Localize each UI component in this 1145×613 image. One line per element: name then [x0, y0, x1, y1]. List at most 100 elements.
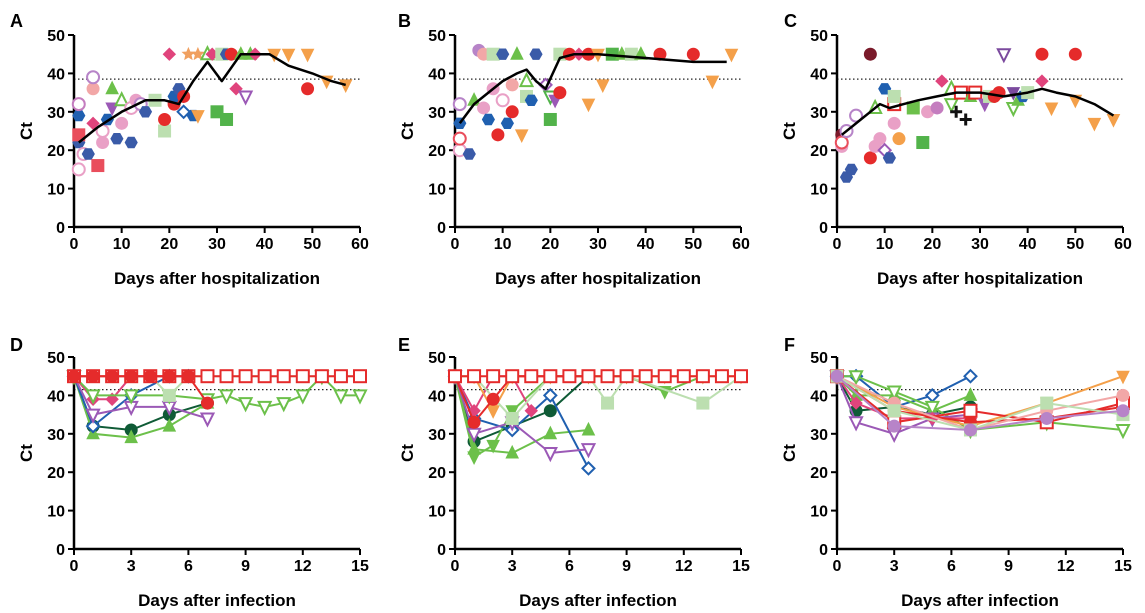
circle-marker [301, 82, 315, 96]
y-tick-label: 0 [819, 220, 828, 237]
x-axis-title: Days after infection [519, 591, 677, 610]
open-down-triangle-marker [218, 389, 235, 405]
open-square-marker [657, 369, 672, 384]
x-tick-label: 60 [351, 236, 369, 253]
square-marker [887, 89, 901, 103]
circle-marker [124, 369, 138, 383]
y-tick-label: 10 [810, 182, 828, 199]
circle-marker [887, 419, 901, 433]
triangle-marker [505, 444, 520, 459]
plot-area: 0 10 20 30 40 50 0 10 20 30 40 50 60 [428, 28, 750, 253]
x-tick-label: 15 [351, 558, 369, 575]
open-circle-marker [71, 162, 86, 177]
square-marker [91, 159, 105, 173]
circle-marker [105, 369, 119, 383]
circle-marker [86, 82, 100, 96]
open-circle-marker [86, 70, 101, 85]
open-down-triangle-marker [85, 389, 101, 405]
circle-marker [892, 132, 906, 146]
x-tick-label: 3 [508, 558, 517, 575]
open-diamond-marker [176, 104, 192, 120]
y-tick-label: 20 [47, 143, 65, 160]
panel-label: B [398, 11, 411, 31]
open-diamond-marker [963, 368, 978, 384]
plus-marker [950, 105, 963, 118]
open-circle-marker [452, 97, 467, 112]
x-tick-label: 60 [1114, 236, 1132, 253]
open-down-triangle-marker [466, 427, 482, 444]
circle-marker [1068, 47, 1082, 61]
open-down-triangle-marker [333, 389, 349, 405]
circle-marker [1116, 404, 1130, 418]
circle-marker [143, 369, 157, 383]
open-down-triangle-marker [848, 370, 864, 386]
y-tick-label: 20 [428, 143, 446, 160]
x-tick-label: 0 [70, 558, 79, 575]
open-square-marker [467, 369, 482, 384]
diamond-marker [162, 47, 177, 61]
hexagon-marker [110, 133, 124, 145]
y-axis-title: Ct [17, 444, 36, 462]
down-triangle-marker [505, 405, 520, 419]
y-axis-title: Ct [17, 122, 36, 140]
trend-line [458, 52, 727, 125]
open-triangle-marker [518, 71, 535, 88]
open-square-marker [600, 369, 615, 384]
circle-marker [863, 151, 877, 165]
y-tick-label: 40 [47, 388, 65, 405]
plot-area: 0 10 20 30 40 50 0 10 20 30 40 50 60 [810, 28, 1132, 253]
down-triangle-marker [724, 48, 739, 63]
open-down-triangle-marker [352, 389, 368, 405]
circle-marker [158, 112, 172, 126]
open-down-triangle-marker [580, 443, 597, 459]
square-marker [601, 396, 615, 410]
panel-a: A Ct Days after hospitalization 0 10 20 30 4… [10, 11, 369, 288]
open-square-marker [314, 369, 329, 384]
x-tick-label: 10 [876, 236, 894, 253]
triangle-marker [543, 425, 558, 440]
down-triangle-marker [1087, 117, 1102, 132]
open-square-marker [562, 369, 577, 384]
y-tick-label: 50 [47, 28, 65, 45]
open-square-marker [638, 369, 653, 384]
hexagon-marker [481, 113, 495, 126]
x-tick-label: 20 [541, 236, 559, 253]
open-down-triangle-marker [199, 412, 216, 428]
diamond-marker [935, 74, 949, 88]
down-triangle-marker [1044, 102, 1059, 117]
y-tick-label: 0 [56, 542, 65, 559]
open-square-marker [734, 369, 748, 384]
square-marker [162, 388, 176, 402]
open-down-triangle-marker [123, 389, 139, 405]
circle-marker [887, 116, 901, 130]
x-tick-label: 0 [70, 236, 79, 253]
y-tick-label: 10 [47, 504, 65, 521]
down-triangle-marker [1116, 370, 1130, 385]
open-square-marker [333, 369, 348, 384]
circle-marker [162, 369, 176, 383]
down-triangle-marker [1106, 113, 1121, 128]
down-triangle-marker [300, 48, 315, 63]
open-diamond-marker [542, 387, 558, 403]
open-square-marker [353, 369, 367, 384]
open-down-triangle-marker [996, 48, 1012, 64]
open-down-triangle-marker [276, 397, 292, 413]
circle-marker [505, 105, 519, 119]
star-marker [181, 46, 196, 61]
panel-label: D [10, 335, 23, 355]
hexagon-marker [462, 148, 476, 160]
open-square-marker [524, 369, 539, 384]
plot-area: 0 10 20 30 40 50 0 10 20 30 40 50 60 [47, 28, 369, 253]
open-down-triangle-marker [1115, 423, 1131, 440]
open-triangle-marker [114, 91, 130, 107]
x-tick-label: 3 [127, 558, 136, 575]
hexagon-marker [496, 48, 510, 60]
circle-marker [1040, 411, 1054, 425]
circle-marker [491, 128, 505, 142]
open-square-marker [963, 403, 978, 418]
y-tick-label: 30 [428, 427, 446, 444]
open-circle-marker [834, 135, 849, 150]
open-square-marker [695, 369, 710, 384]
x-tick-label: 6 [184, 558, 193, 575]
x-axis-title: Days after infection [138, 591, 296, 610]
